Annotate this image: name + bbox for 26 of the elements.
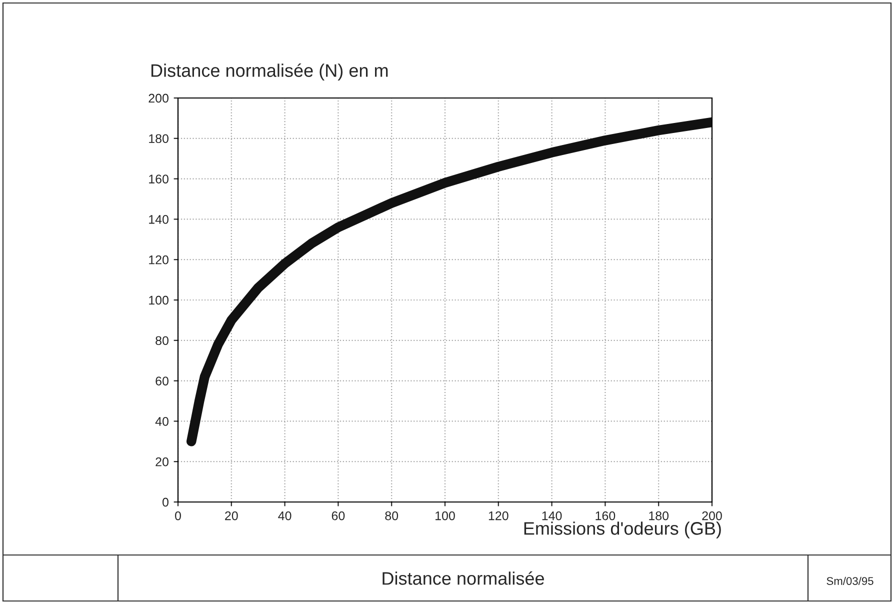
x-tick-label: 20 (225, 511, 238, 520)
y-tick-label: 100 (149, 296, 168, 305)
y-tick-label: 160 (149, 174, 168, 184)
x-tick-label: 180 (649, 511, 669, 520)
x-tick-label: 100 (436, 511, 455, 520)
x-axis-title: Emissions d'odeurs (GB) (524, 522, 721, 538)
text: Distance normalisée (382, 571, 544, 585)
x-tick-label: 60 (332, 511, 345, 520)
y-tick-label: 120 (149, 255, 168, 264)
y-tick-label: 180 (149, 134, 168, 144)
x-tick-label: 120 (488, 511, 508, 520)
x-tick-label: 40 (278, 511, 292, 520)
y-tick-label: 140 (149, 215, 168, 224)
x-tick-label: 200 (702, 511, 722, 520)
y-tick-label: 20 (156, 457, 168, 466)
y-tick-label: 80 (156, 336, 168, 346)
x-tick-label: 0 (175, 511, 181, 520)
y-tick-label: 200 (148, 94, 168, 103)
text: Sm/03/95 (826, 576, 874, 585)
y-axis-title: Distance normalisée (N) en m (151, 63, 388, 81)
x-tick-label: 80 (385, 511, 398, 520)
x-tick-label: 160 (596, 511, 616, 520)
y-tick-label: 0 (162, 498, 168, 507)
x-tick-label: 140 (542, 511, 562, 520)
y-tick-label: 40 (155, 417, 168, 426)
y-tick-label: 60 (156, 376, 168, 386)
